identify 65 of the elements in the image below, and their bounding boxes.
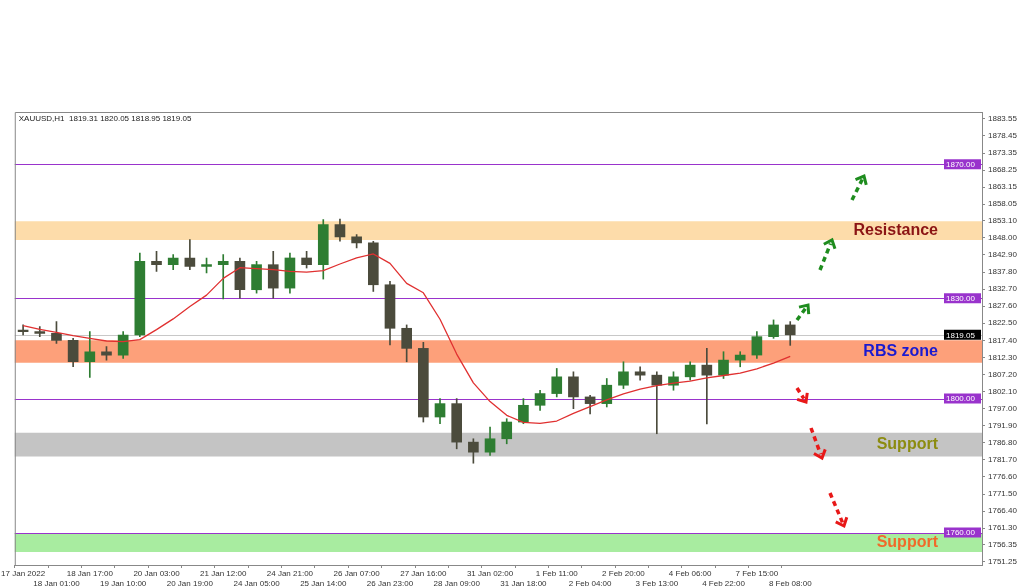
y-tick-label: 1791.90	[988, 420, 1018, 430]
y-tick-label: 1781.70	[988, 455, 1018, 465]
x-tick-label: 17 Jan 2022	[1, 569, 46, 578]
candlestick	[84, 331, 96, 378]
y-tick-label: 1786.80	[988, 438, 1018, 447]
y-tick-label: 1776.60	[988, 472, 1018, 482]
x-tick-label: 26 Jan 07:00	[333, 569, 381, 578]
x-tick-label: 20 Jan 19:00	[166, 578, 214, 587]
x-tick-label: 21 Jan 12:00	[200, 569, 247, 578]
band-label: RBS zone	[863, 341, 939, 359]
y-tick-label: 1848.00	[988, 233, 1018, 243]
x-tick-label: 24 Jan 05:00	[233, 578, 281, 587]
y-tick-label: 1853.10	[988, 216, 1018, 226]
y-tick-label: 1873.35	[988, 148, 1018, 158]
x-tick-label: 31 Jan 18:00	[500, 578, 548, 587]
y-tick-label: 1822.50	[988, 318, 1018, 328]
x-tick-label: 4 Feb 06:00	[668, 569, 713, 578]
y-tick-label: 1807.20	[988, 369, 1018, 379]
x-tick-label: 18 Jan 17:00	[66, 569, 114, 578]
x-tick-label: 24 Jan 21:00	[266, 569, 314, 578]
y-tick-label: 1761.30	[988, 523, 1018, 533]
x-tick-label: 25 Jan 14:00	[300, 578, 347, 587]
chart-title: XAUUSD,H1 1819.31 1820.05 1818.95 1819.05	[18, 114, 192, 124]
x-tick-label: 18 Jan 01:00	[33, 578, 81, 587]
x-tick-label: 19 Jan 10:00	[100, 578, 147, 587]
band-label: Resistance	[853, 220, 939, 238]
ref-line-label: 1800.00	[946, 394, 976, 404]
candlestick	[651, 371, 663, 435]
y-tick-label: 1797.00	[988, 403, 1018, 413]
y-tick-label: 1858.05	[988, 199, 1018, 209]
y-tick-label: 1812.30	[988, 352, 1018, 362]
x-tick-label: 2 Feb 20:00	[602, 569, 646, 578]
y-tick-label: 1766.40	[988, 506, 1018, 516]
x-tick-label: 20 Jan 03:00	[133, 569, 181, 578]
y-tick-label: 1756.35	[988, 539, 1018, 549]
x-tick-label: 4 Feb 22:00	[702, 578, 746, 587]
y-tick-label: 1878.45	[988, 131, 1018, 141]
y-tick-label: 1863.15	[988, 182, 1018, 192]
band-label: Support	[876, 435, 939, 453]
ref-line-label: 1830.00	[946, 293, 976, 303]
y-tick-label: 1837.80	[988, 267, 1018, 277]
x-tick-label: 2 Feb 04:00	[568, 578, 612, 587]
x-tick-label: 7 Feb 15:00	[735, 569, 779, 578]
band-label: Support	[876, 532, 939, 550]
ref-line-label: 1819.05	[946, 330, 976, 340]
y-tick-label: 1832.70	[988, 284, 1018, 294]
ref-line-label: 1870.00	[946, 159, 976, 169]
y-tick-label: 1827.60	[988, 301, 1018, 311]
y-tick-label: 1817.40	[988, 335, 1018, 345]
x-tick-label: 31 Jan 02:00	[466, 569, 514, 578]
y-tick-label: 1868.25	[988, 165, 1018, 175]
y-tick-label: 1771.50	[988, 489, 1018, 499]
candlestick	[634, 366, 646, 381]
x-tick-label: 3 Feb 13:00	[635, 578, 679, 587]
ref-line-label: 1760.00	[946, 528, 976, 538]
x-tick-label: 1 Feb 11:00	[535, 569, 579, 578]
y-tick-label: 1883.55	[988, 114, 1018, 124]
y-tick-label: 1751.25	[988, 557, 1018, 567]
x-tick-label: 28 Jan 09:00	[433, 578, 481, 587]
x-tick-label: 8 Feb 08:00	[768, 578, 813, 587]
y-tick-label: 1802.10	[988, 386, 1018, 396]
candlestick	[217, 254, 229, 300]
x-tick-label: 27 Jan 16:00	[400, 569, 448, 578]
y-tick-label: 1842.90	[988, 250, 1018, 260]
x-tick-label: 26 Jan 23:00	[366, 578, 414, 587]
